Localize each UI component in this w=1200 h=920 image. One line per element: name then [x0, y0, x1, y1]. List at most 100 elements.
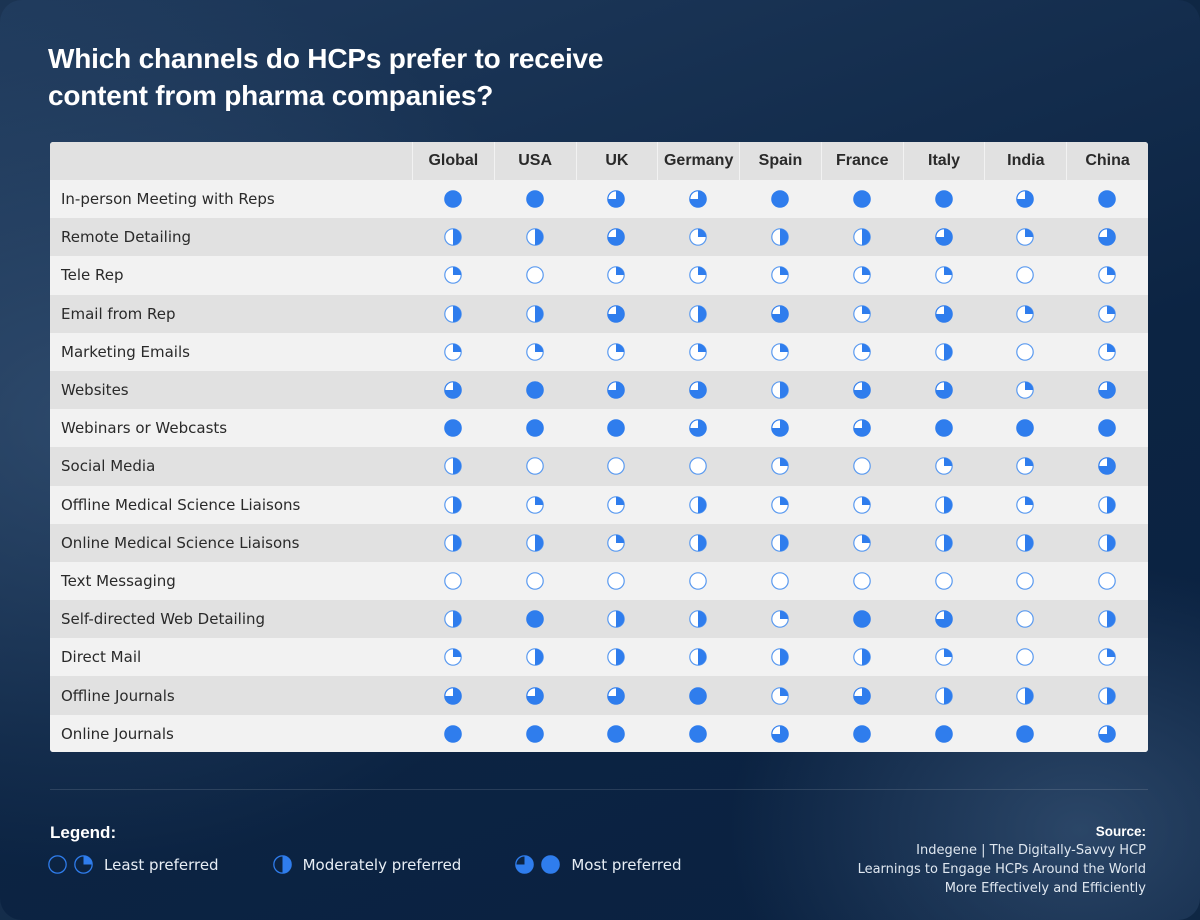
rating-cell-china — [1066, 228, 1148, 247]
harvey-ball-full-icon — [852, 190, 871, 208]
harvey-ball-quarter-icon — [771, 495, 789, 514]
rating-cell-spain — [739, 381, 821, 399]
harvey-ball-half-icon — [444, 495, 462, 514]
harvey-ball-half-icon — [525, 648, 544, 667]
rating-cell-usa — [494, 190, 576, 208]
source-block: Source: Indegene | The Digitally-Savvy H… — [858, 822, 1146, 898]
harvey-ball-empty-icon — [689, 572, 707, 590]
harvey-ball-full-icon — [525, 610, 544, 628]
harvey-ball-quarter-icon — [934, 648, 953, 667]
rating-cell-france — [821, 686, 903, 705]
harvey-ball-half-icon — [444, 228, 462, 247]
harvey-ball-quarter-icon — [1016, 304, 1035, 323]
rating-cell-uk — [576, 686, 658, 705]
rating-cell-global — [412, 610, 494, 628]
harvey-ball-full-icon — [607, 419, 626, 438]
harvey-ball-full-icon — [852, 610, 871, 628]
table-row: Offline Journals — [50, 676, 1148, 715]
rating-cell-france — [821, 343, 903, 361]
rating-cell-france — [821, 266, 903, 285]
harvey-ball-half-icon — [525, 228, 544, 247]
harvey-ball-half-icon — [607, 648, 626, 667]
rating-cell-usa — [494, 724, 576, 743]
harvey-ball-full-icon — [541, 855, 561, 874]
rating-cell-spain — [739, 190, 821, 208]
harvey-ball-half-icon — [444, 610, 462, 628]
rating-cell-france — [821, 190, 903, 208]
rating-cell-usa — [494, 457, 576, 476]
rating-cell-uk — [576, 724, 658, 743]
rating-cell-china — [1066, 533, 1148, 552]
harvey-ball-quarter-icon — [1098, 304, 1116, 323]
rating-cell-india — [984, 495, 1066, 514]
rating-cell-usa — [494, 572, 576, 590]
rating-cell-spain — [739, 457, 821, 476]
rating-cell-france — [821, 228, 903, 247]
harvey-ball-half-icon — [771, 381, 789, 399]
rating-cell-global — [412, 724, 494, 743]
harvey-ball-half-icon — [771, 228, 789, 247]
rating-cell-china — [1066, 343, 1148, 361]
harvey-ball-full-icon — [525, 190, 544, 208]
rating-cell-spain — [739, 304, 821, 323]
rating-cell-usa — [494, 495, 576, 514]
table-row: Social Media — [50, 447, 1148, 486]
table-row: Marketing Emails — [50, 332, 1148, 371]
rating-cell-india — [984, 190, 1066, 208]
rating-cell-usa — [494, 343, 576, 361]
rating-cell-china — [1066, 648, 1148, 667]
harvey-ball-half-icon — [1098, 533, 1116, 552]
harvey-ball-half-icon — [1098, 610, 1116, 628]
rating-cell-italy — [903, 457, 985, 476]
rating-cell-uk — [576, 610, 658, 628]
table-row: Remote Detailing — [50, 218, 1148, 257]
rating-cell-india — [984, 724, 1066, 743]
harvey-ball-half-icon — [1098, 495, 1116, 514]
harvey-ball-full-icon — [934, 724, 953, 743]
harvey-ball-half-icon — [934, 533, 953, 552]
harvey-ball-half-icon — [1016, 533, 1035, 552]
rating-cell-spain — [739, 533, 821, 552]
rating-cell-usa — [494, 304, 576, 323]
harvey-ball-empty-icon — [525, 266, 544, 285]
harvey-ball-half-icon — [771, 648, 789, 667]
harvey-ball-three-quarter-icon — [771, 304, 789, 323]
header-label-cell — [50, 142, 412, 180]
rating-cell-france — [821, 304, 903, 323]
legend-item: Moderately preferred — [272, 855, 461, 874]
harvey-ball-three-quarter-icon — [1098, 724, 1116, 743]
harvey-ball-half-icon — [525, 304, 544, 323]
harvey-ball-full-icon — [1016, 419, 1035, 438]
rating-cell-usa — [494, 610, 576, 628]
harvey-ball-half-icon — [689, 610, 707, 628]
rating-cell-india — [984, 343, 1066, 361]
rating-cell-uk — [576, 533, 658, 552]
rating-cell-spain — [739, 724, 821, 743]
rating-cell-spain — [739, 610, 821, 628]
harvey-ball-quarter-icon — [689, 228, 707, 247]
table-row: Online Medical Science Liaisons — [50, 523, 1148, 562]
harvey-ball-full-icon — [525, 419, 544, 438]
harvey-ball-quarter-icon — [934, 457, 953, 476]
harvey-ball-full-icon — [689, 724, 707, 743]
rating-cell-italy — [903, 686, 985, 705]
rating-cell-italy — [903, 572, 985, 590]
rating-cell-uk — [576, 419, 658, 438]
harvey-ball-full-icon — [525, 724, 544, 743]
rating-cell-italy — [903, 266, 985, 285]
table-row: Websites — [50, 370, 1148, 410]
harvey-ball-quarter-icon — [607, 495, 626, 514]
harvey-ball-quarter-icon — [607, 533, 626, 552]
rating-cell-global — [412, 190, 494, 208]
harvey-ball-quarter-icon — [607, 343, 626, 361]
rating-cell-india — [984, 572, 1066, 590]
rating-cell-uk — [576, 304, 658, 323]
rating-cell-germany — [657, 304, 739, 323]
column-header-italy: Italy — [902, 142, 985, 180]
rating-cell-france — [821, 419, 903, 438]
rating-cell-uk — [576, 266, 658, 285]
rating-cell-uk — [576, 495, 658, 514]
rating-cell-spain — [739, 266, 821, 285]
rating-cell-usa — [494, 381, 576, 399]
harvey-ball-full-icon — [444, 724, 462, 743]
